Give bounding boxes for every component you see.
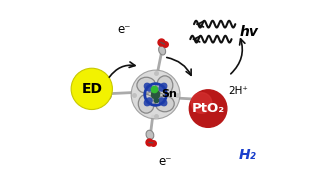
Text: H₂: H₂ [238, 148, 256, 162]
Text: ED: ED [81, 82, 102, 96]
Ellipse shape [159, 46, 166, 55]
Text: Sn: Sn [161, 89, 177, 98]
Text: hv: hv [240, 25, 259, 39]
Ellipse shape [158, 97, 168, 106]
Ellipse shape [104, 88, 112, 100]
Text: e⁻: e⁻ [158, 155, 172, 168]
Circle shape [152, 90, 160, 99]
Ellipse shape [146, 130, 154, 139]
Ellipse shape [131, 70, 180, 119]
Ellipse shape [158, 83, 168, 92]
Ellipse shape [196, 93, 203, 105]
Text: 2H⁺: 2H⁺ [228, 86, 248, 96]
Ellipse shape [157, 76, 173, 94]
Circle shape [71, 68, 113, 109]
Ellipse shape [137, 77, 156, 93]
Ellipse shape [144, 97, 153, 106]
Ellipse shape [155, 96, 174, 112]
Circle shape [189, 90, 227, 127]
Circle shape [191, 93, 212, 113]
Ellipse shape [138, 94, 154, 113]
Text: e⁻: e⁻ [117, 23, 131, 36]
Ellipse shape [144, 83, 153, 92]
Text: PtO₂: PtO₂ [192, 102, 225, 115]
